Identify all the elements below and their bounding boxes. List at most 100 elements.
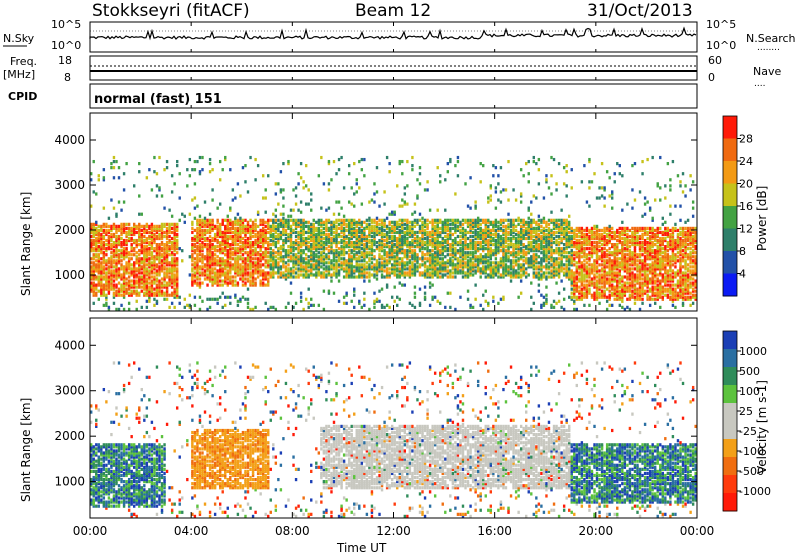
- power-cell: [155, 245, 159, 249]
- power-cell: [90, 281, 93, 285]
- power-cell: [537, 289, 541, 293]
- power-cell: [325, 269, 328, 273]
- power-cell: [148, 295, 151, 299]
- power-cell: [125, 226, 128, 230]
- power-cell: [421, 253, 424, 257]
- power-cell: [421, 216, 424, 220]
- power-cell: [256, 238, 260, 243]
- power-cell: [550, 249, 553, 253]
- power-cell: [476, 226, 480, 230]
- power-cell: [396, 303, 399, 307]
- power-cell: [512, 220, 515, 224]
- power-cell: [138, 267, 141, 271]
- power-cell: [236, 281, 240, 285]
- power-cell: [132, 273, 136, 277]
- power-cell: [175, 287, 179, 291]
- power-cell: [537, 267, 541, 271]
- power-cell: [368, 307, 371, 311]
- power-cell: [433, 261, 437, 265]
- power-cell: [292, 247, 295, 251]
- power-cell: [390, 236, 394, 241]
- power-cell: [221, 168, 224, 172]
- power-cell: [320, 232, 323, 237]
- power-cell: [431, 236, 434, 241]
- power-cell: [573, 301, 576, 305]
- power-cell: [231, 198, 235, 202]
- power-cell: [330, 249, 333, 253]
- power-cell: [522, 253, 525, 257]
- power-cell: [175, 275, 179, 279]
- power-cell: [557, 240, 561, 245]
- power-cell: [127, 222, 131, 226]
- power-cell: [122, 224, 126, 228]
- power-cell: [110, 271, 113, 275]
- power-cell: [117, 243, 121, 247]
- power-cell: [535, 261, 538, 265]
- power-cell: [512, 234, 515, 239]
- power-cell: [489, 269, 493, 273]
- power-cell: [302, 232, 305, 237]
- power-cell: [241, 243, 245, 247]
- power-cell: [413, 257, 417, 261]
- power-cell: [411, 253, 414, 257]
- power-cell: [375, 265, 379, 269]
- power-cell: [150, 247, 154, 251]
- power-cell: [353, 232, 356, 237]
- power-cell: [537, 182, 541, 186]
- power-cell: [90, 243, 93, 247]
- power-cell: [234, 259, 237, 263]
- power-cell: [497, 275, 500, 279]
- power-cell: [158, 188, 161, 192]
- power-cell: [342, 261, 346, 265]
- power-cell: [105, 277, 108, 281]
- power-cell: [193, 238, 197, 243]
- power-cell: [105, 279, 108, 283]
- power-cell: [507, 257, 510, 261]
- power-cell: [138, 263, 141, 267]
- power-cell: [304, 273, 308, 277]
- power-cell: [322, 247, 326, 251]
- power-cell: [469, 240, 472, 245]
- power-cell: [234, 220, 237, 224]
- power-cell: [568, 234, 571, 239]
- power-cell: [532, 259, 536, 263]
- power-cell: [186, 168, 189, 172]
- power-cell: [363, 238, 366, 243]
- power-cell: [143, 224, 146, 228]
- power-cell: [175, 234, 179, 239]
- power-cell: [469, 305, 472, 309]
- power-cell: [358, 226, 361, 230]
- power-cell: [95, 249, 98, 253]
- power-cell: [398, 297, 401, 301]
- power-cell: [191, 247, 194, 251]
- power-cell: [125, 234, 128, 239]
- power-cell: [487, 240, 490, 245]
- power-cell: [120, 245, 123, 249]
- power-cell: [383, 228, 386, 233]
- power-cell: [363, 275, 366, 279]
- power-cell: [353, 240, 356, 245]
- power-cell: [213, 261, 217, 265]
- power-cell: [138, 259, 141, 263]
- power-cell: [208, 263, 212, 267]
- power-cell: [507, 247, 510, 251]
- power-cell: [441, 226, 444, 230]
- power-cell: [256, 271, 260, 275]
- power-cell: [542, 236, 546, 241]
- power-cell: [196, 283, 199, 287]
- power-cell: [287, 251, 290, 255]
- power-cell: [229, 251, 232, 255]
- power-cell: [90, 265, 93, 269]
- power-cell: [370, 240, 374, 245]
- power-cell: [542, 228, 546, 233]
- power-cell: [474, 255, 477, 259]
- power-cell: [208, 230, 212, 235]
- power-cell: [459, 224, 462, 228]
- power-cell: [358, 273, 361, 277]
- power-cell: [251, 243, 255, 247]
- power-cell: [299, 176, 303, 180]
- power-cell: [251, 271, 255, 275]
- power-cell: [426, 224, 429, 228]
- power-cell: [183, 220, 186, 224]
- power-cell: [358, 186, 361, 190]
